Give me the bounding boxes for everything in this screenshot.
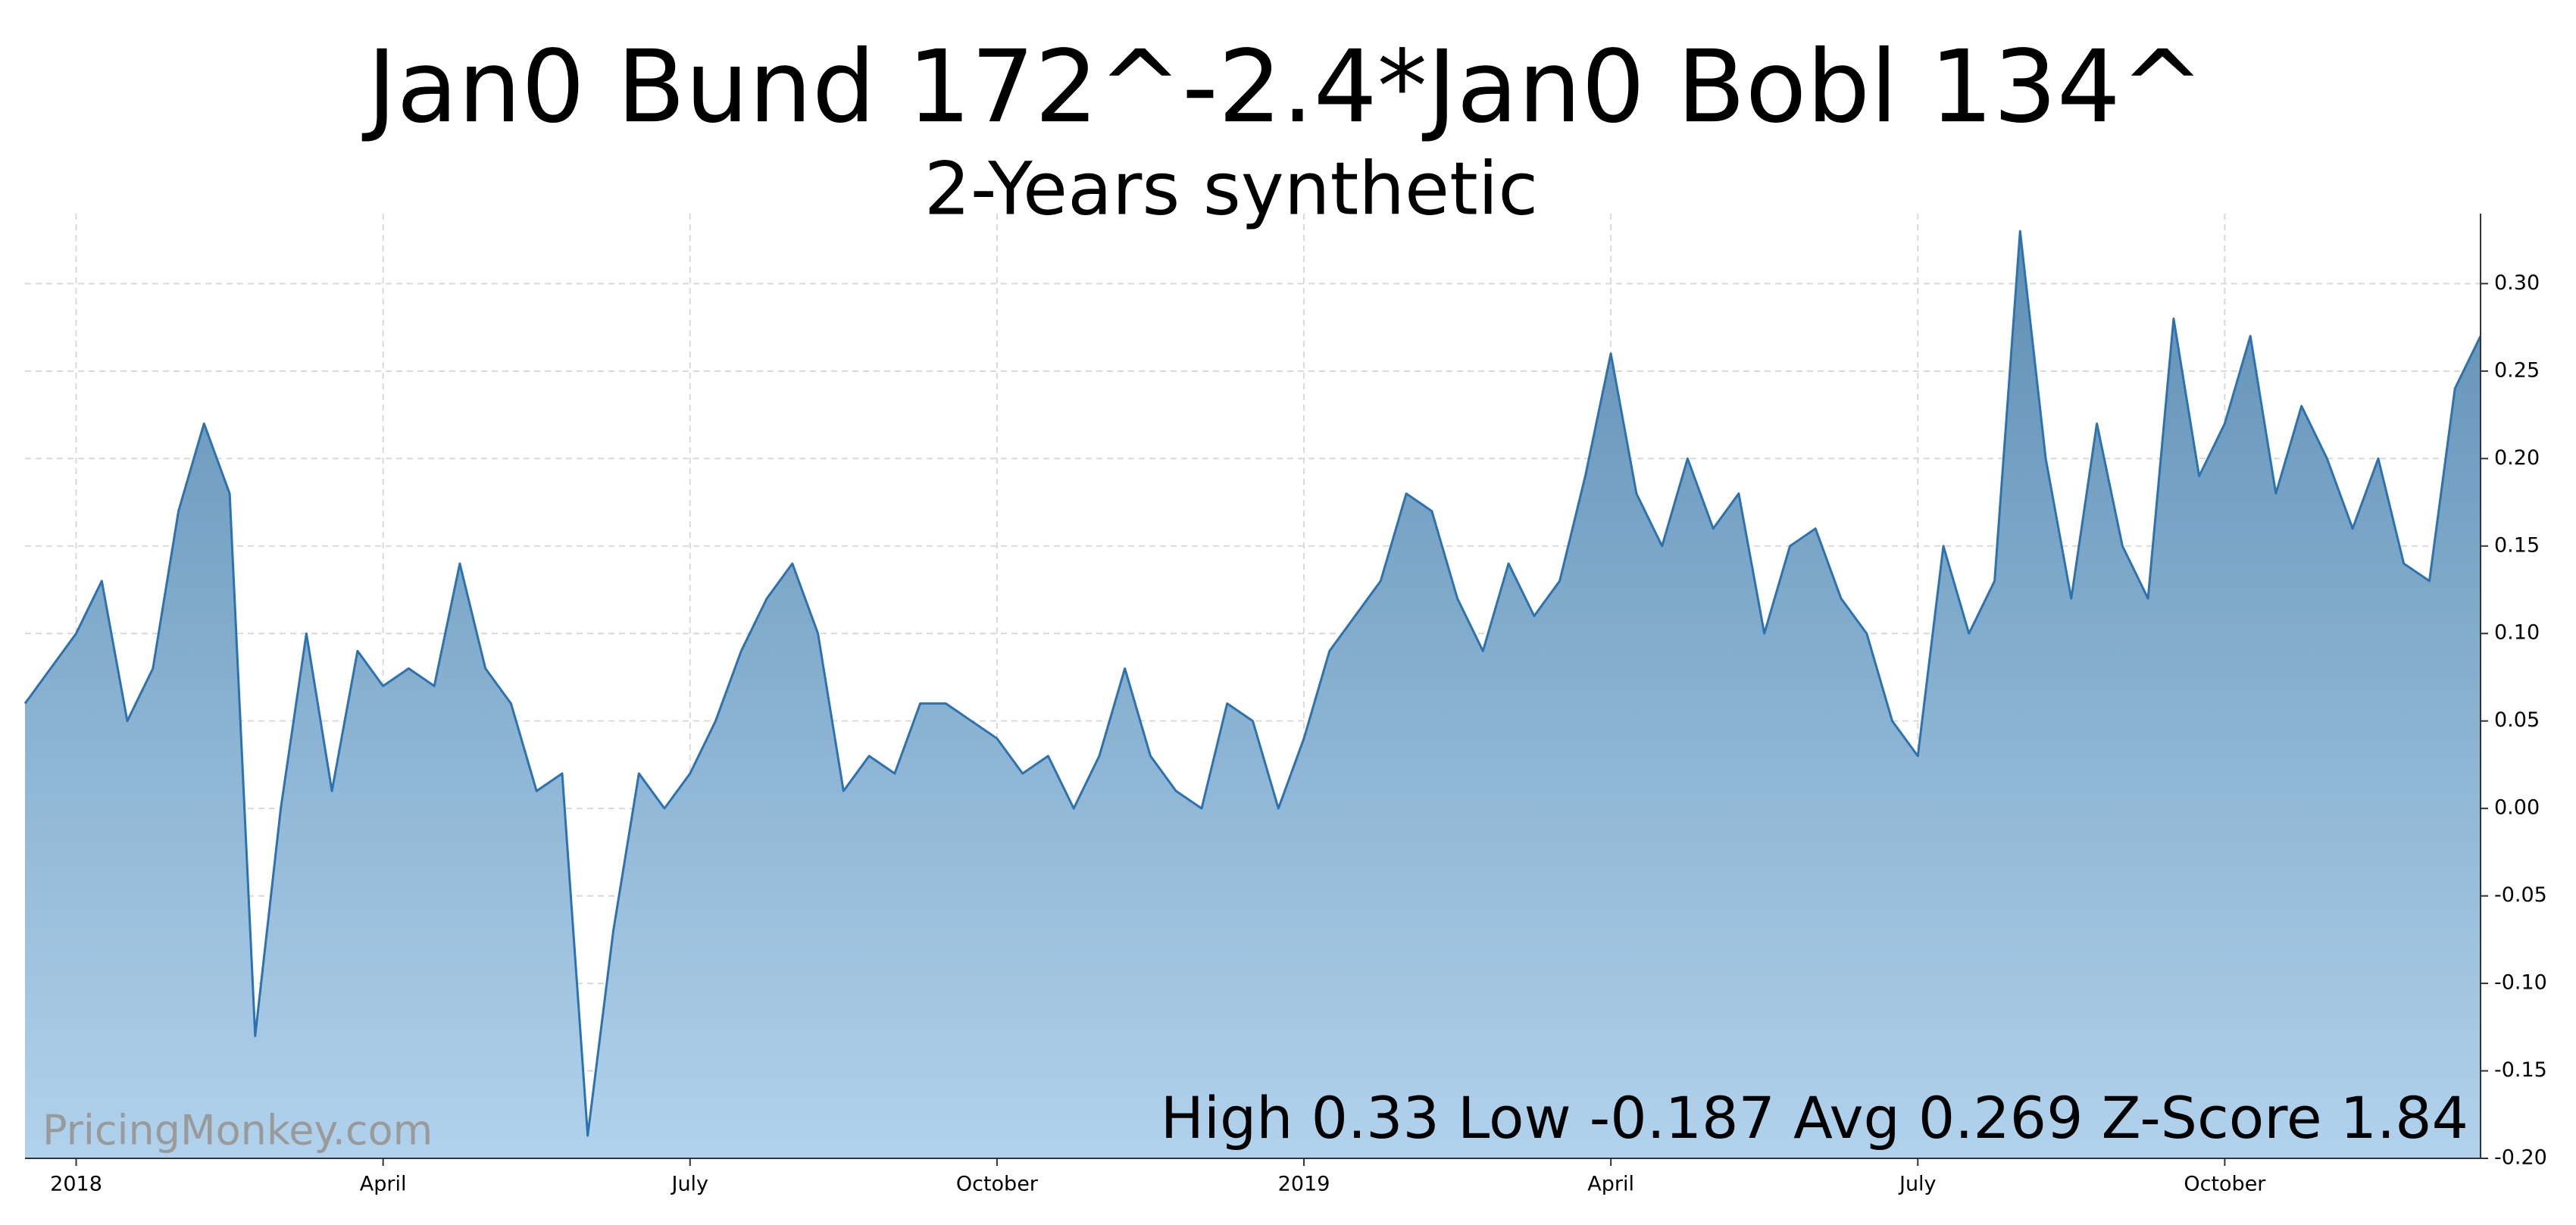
y-tick-label: 0.05: [2494, 708, 2540, 732]
x-tick-label: April: [1587, 1173, 1634, 1196]
x-tick-label: 2019: [1278, 1173, 1330, 1196]
x-tick-label: 2018: [50, 1173, 102, 1196]
y-tick-label: 0.00: [2494, 796, 2540, 820]
y-tick-label: -0.10: [2494, 971, 2547, 995]
chart-subtitle: 2-Years synthetic: [924, 146, 1538, 231]
y-tick-label: -0.20: [2494, 1146, 2547, 1170]
x-tick-label: October: [956, 1173, 1039, 1196]
y-tick-label: 0.25: [2494, 358, 2540, 382]
chart-title: Jan0 Bund 172^-2.4*Jan0 Bobl 134^: [362, 29, 2205, 145]
y-tick-label: 0.10: [2494, 621, 2540, 645]
x-tick-label: October: [2184, 1173, 2266, 1196]
y-tick-label: -0.05: [2494, 883, 2547, 907]
annotation: High 0.33 Low -0.187 Avg 0.269 Z-Score 1…: [1161, 1084, 2468, 1152]
area: [25, 231, 2481, 1159]
line: [23, 230, 2482, 1137]
y-tick-label: 0.20: [2494, 446, 2540, 470]
y-tick-label: -0.15: [2494, 1058, 2547, 1082]
watermark: PricingMonkey.com: [42, 1107, 433, 1155]
x-tick-label: July: [670, 1173, 708, 1196]
y-tick-label: 0.30: [2494, 271, 2540, 295]
y-tick-label: 0.15: [2494, 533, 2540, 557]
x-tick-label: July: [1898, 1173, 1937, 1196]
x-tick-label: April: [360, 1173, 407, 1196]
